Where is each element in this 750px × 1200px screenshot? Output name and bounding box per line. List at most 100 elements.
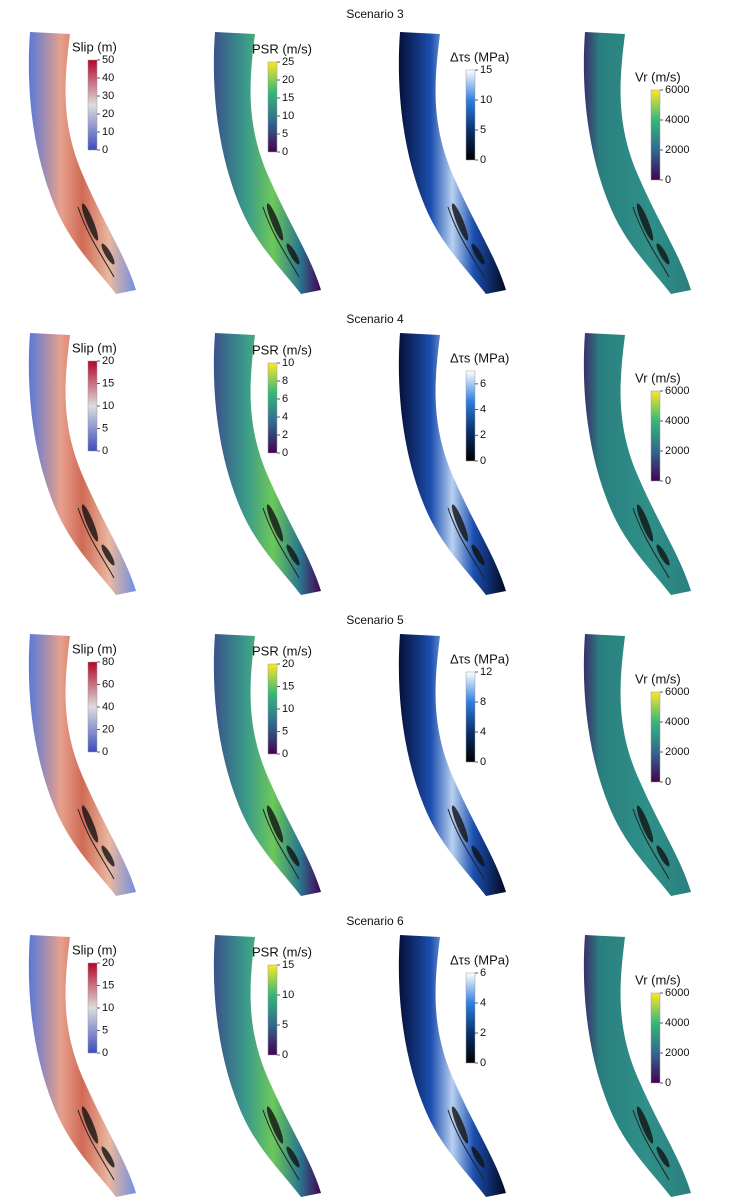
fault-strand	[77, 808, 115, 880]
colorbar-tick-label: 2	[480, 1027, 486, 1039]
scenario-title: Scenario 4	[346, 312, 404, 326]
fault-strand	[101, 544, 115, 566]
colorbar	[87, 962, 98, 1054]
colorbar-label: PSR (m/s)	[252, 342, 312, 357]
colorbar-tick-label: 0	[282, 447, 288, 459]
fault-map	[583, 333, 691, 595]
fault-strand	[286, 845, 300, 867]
fault-strand	[266, 1106, 284, 1144]
colorbar-tick-label: 15	[282, 92, 294, 104]
scenario-title: Scenario 6	[346, 914, 404, 928]
colorbar-tick-label: 50	[102, 54, 114, 66]
fault-map	[28, 634, 137, 896]
fault-strand	[656, 1146, 670, 1168]
colorbar-label: Vr (m/s)	[635, 69, 681, 84]
scenario-title: Scenario 3	[346, 7, 404, 21]
fault-map	[398, 634, 506, 896]
colorbar-tick-label: 15	[480, 64, 492, 76]
panel: Δτs (MPa) 0 2 4 6	[398, 935, 509, 1197]
colorbar-label: Δτs (MPa)	[450, 952, 509, 967]
fault-strand	[636, 1106, 654, 1144]
fault-strand	[266, 805, 284, 843]
fault-strand	[81, 203, 99, 241]
colorbar-tick-label: 4	[282, 411, 288, 423]
panel: Vr (m/s) 0 2000 4000 6000	[583, 935, 691, 1197]
colorbar-tick-label: 6000	[665, 987, 689, 999]
fault-strand	[101, 243, 115, 265]
colorbar-tick-label: 10	[282, 357, 294, 369]
panel: Δτs (MPa) 0 4 8 12	[398, 634, 509, 896]
fault-map	[583, 935, 691, 1197]
fault-strand	[471, 1146, 485, 1168]
fault-map	[213, 333, 321, 595]
fault-strand	[656, 845, 670, 867]
fault-strand	[632, 507, 670, 579]
colorbar	[267, 663, 278, 755]
colorbar-tick-label: 4	[480, 726, 486, 738]
colorbar-tick-label: 0	[665, 1077, 671, 1089]
colorbar-tick-label: 40	[102, 701, 114, 713]
colorbar-label: Δτs (MPa)	[450, 651, 509, 666]
colorbar-tick-label: 10	[102, 400, 114, 412]
colorbar-tick-label: 4	[480, 997, 486, 1009]
fault-strand	[447, 507, 485, 579]
colorbar-label: PSR (m/s)	[252, 643, 312, 658]
colorbar-label: Slip (m)	[72, 340, 117, 355]
colorbar-tick-label: 10	[102, 1002, 114, 1014]
panel: Vr (m/s) 0 2000 4000 6000	[583, 32, 691, 294]
fault-strand	[447, 808, 485, 880]
panel: Slip (m) 0 5 10 15 20	[28, 935, 137, 1197]
colorbar	[650, 691, 661, 783]
fault-strand	[656, 544, 670, 566]
panel: Slip (m) 0 5 10 15 20	[28, 333, 137, 595]
colorbar-tick-label: 4000	[665, 1017, 689, 1029]
colorbar-tick-label: 0	[480, 154, 486, 166]
fault-strand	[266, 504, 284, 542]
colorbar	[465, 370, 476, 462]
fault-strand	[632, 1109, 670, 1181]
colorbar-tick-label: 10	[282, 110, 294, 122]
colorbar-label: Slip (m)	[72, 641, 117, 656]
colorbar-tick-label: 0	[282, 1049, 288, 1061]
fault-strand	[262, 507, 300, 579]
fault-strand	[262, 808, 300, 880]
panel: Δτs (MPa) 0 2 4 6	[398, 333, 509, 595]
colorbar-tick-label: 6	[480, 378, 486, 390]
fault-map	[213, 935, 321, 1197]
scenario-title: Scenario 5	[346, 613, 404, 627]
fault-strand	[451, 805, 469, 843]
colorbar-tick-label: 15	[102, 377, 114, 389]
colorbar-tick-label: 4000	[665, 716, 689, 728]
colorbar-label: Vr (m/s)	[635, 370, 681, 385]
panel: Slip (m) 0 10 20 30 40 50	[28, 32, 137, 294]
colorbar-label: Vr (m/s)	[635, 671, 681, 686]
colorbar-tick-label: 15	[282, 680, 294, 692]
panel: PSR (m/s) 0 5 10 15	[213, 935, 321, 1197]
colorbar-tick-label: 0	[480, 756, 486, 768]
fault-strand	[447, 206, 485, 278]
colorbar	[87, 360, 98, 452]
colorbar-tick-label: 30	[102, 90, 114, 102]
colorbar-tick-label: 0	[102, 144, 108, 156]
colorbar-tick-label: 5	[282, 725, 288, 737]
colorbar-tick-label: 8	[282, 375, 288, 387]
fault-map	[583, 32, 691, 294]
colorbar-tick-label: 20	[102, 355, 114, 367]
colorbar-label: Slip (m)	[72, 942, 117, 957]
colorbar-tick-label: 10	[480, 94, 492, 106]
colorbar-tick-label: 5	[102, 1024, 108, 1036]
fault-strand	[471, 544, 485, 566]
fault-map	[213, 32, 321, 294]
colorbar-tick-label: 10	[282, 989, 294, 1001]
fault-strand	[286, 243, 300, 265]
fault-map	[28, 333, 137, 595]
colorbar-tick-label: 0	[282, 146, 288, 158]
panel: PSR (m/s) 0 2 4 6 8 10	[213, 333, 321, 595]
fault-strand	[101, 845, 115, 867]
colorbar-tick-label: 5	[480, 124, 486, 136]
fault-strand	[81, 1106, 99, 1144]
colorbar-label: Δτs (MPa)	[450, 350, 509, 365]
colorbar-tick-label: 2	[282, 429, 288, 441]
fault-strand	[101, 1146, 115, 1168]
